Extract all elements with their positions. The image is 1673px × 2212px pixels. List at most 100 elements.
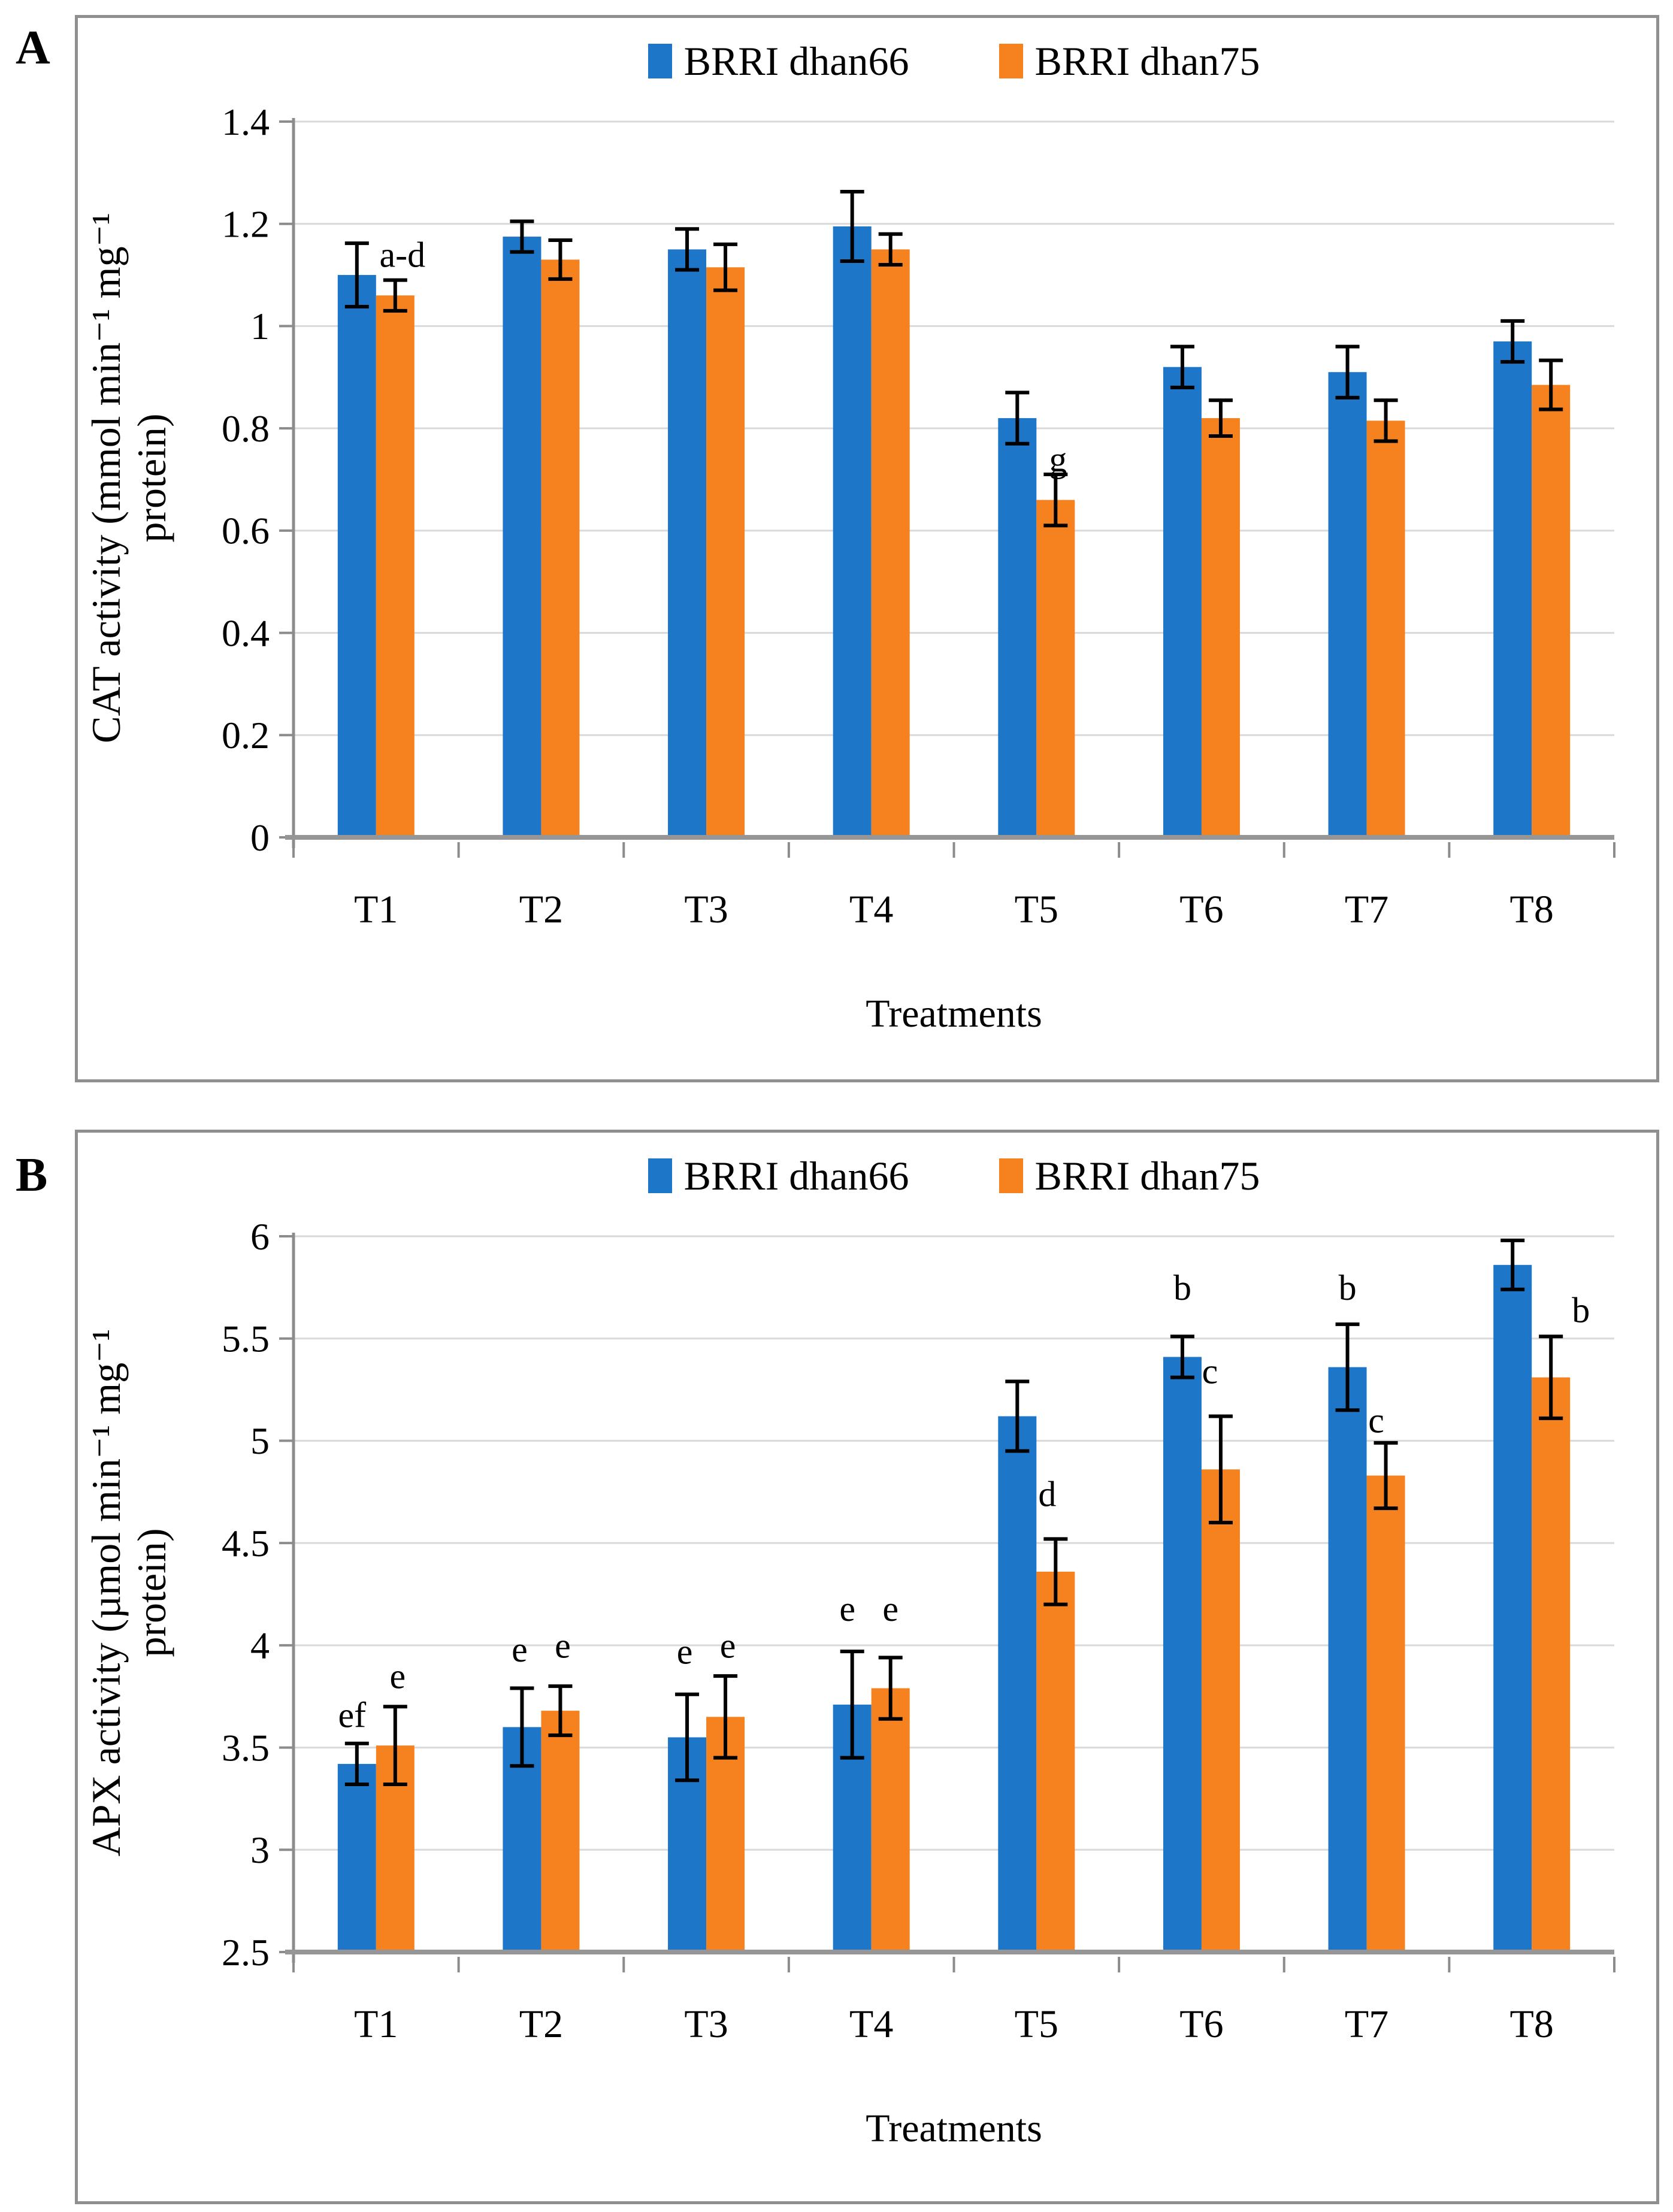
legend: BRRI dhan66 BRRI dhan75: [252, 1151, 1656, 1201]
sig-letter-e-T2: e: [555, 1626, 571, 1665]
sig-letter-ef-T1: ef: [338, 1695, 367, 1735]
bar-T3-BRRI dhan75: [706, 267, 745, 838]
chart-area-cat: CAT activity (mmol min⁻¹ mg⁻¹ protein) 0…: [78, 89, 1656, 1071]
sig-letter-e-T2: e: [512, 1630, 528, 1669]
panel-label-b: B: [16, 1149, 48, 1202]
legend-item-dhan75: BRRI dhan75: [999, 38, 1260, 85]
legend-label-dhan75: BRRI dhan75: [1034, 38, 1260, 84]
legend-label-dhan66: BRRI dhan66: [683, 1152, 909, 1199]
x-axis-title: Treatments: [866, 992, 1042, 1036]
y-tick-label: 0.6: [222, 510, 270, 552]
y-tick-label: 4.5: [222, 1522, 270, 1565]
bar-T8-BRRI dhan66: [1493, 1264, 1532, 1952]
y-axis-title-cat: CAT activity (mmol min⁻¹ mg⁻¹ protein): [78, 89, 180, 1047]
error-bars-BRRI dhan75: [383, 232, 1563, 528]
x-tick-label-T7: T7: [1345, 2002, 1388, 2046]
legend: BRRI dhan66 BRRI dhan75: [252, 36, 1656, 86]
y-tick-label: 2.5: [222, 1931, 270, 1974]
x-tick-label-T4: T4: [849, 888, 893, 931]
legend-swatch-dhan75: [999, 1158, 1023, 1193]
bar-T2-BRRI dhan75: [541, 259, 580, 837]
bar-T5-BRRI dhan66: [998, 418, 1037, 837]
y-tick-label: 3.5: [222, 1726, 270, 1769]
y-tick-label: 0.2: [222, 714, 270, 757]
sig-letter-b-T8: b: [1572, 1290, 1590, 1330]
bar-T5-BRRI dhan66: [998, 1416, 1037, 1952]
x-tick-labels: T1 T2 T3 T4 T5 T6 T7 T8: [354, 2002, 1554, 2046]
series-BRRI dhan75: [376, 1377, 1571, 1952]
bar-T5-BRRI dhan75: [1036, 500, 1075, 837]
y-tick-label: 6: [250, 1215, 270, 1258]
y-axis-title-line2: protein): [129, 413, 174, 543]
bar-T3-BRRI dhan66: [668, 249, 707, 838]
y-axis-title-line1: CAT activity (mmol min⁻¹ mg⁻¹: [83, 213, 129, 743]
sig-letter-b-T6: b: [1173, 1268, 1191, 1308]
sig-letter-a-d-T1: a-d: [380, 235, 426, 274]
y-tick-label: 0: [250, 816, 270, 859]
bar-T6-BRRI dhan66: [1163, 367, 1202, 837]
x-tick-label-T6: T6: [1179, 888, 1223, 931]
legend-swatch-dhan66: [648, 1158, 672, 1193]
bar-T2-BRRI dhan75: [541, 1711, 580, 1952]
y-tick-label: 5: [250, 1420, 270, 1462]
y-tick-label: 0.8: [222, 407, 270, 450]
sig-letter-e-T1: e: [389, 1656, 406, 1696]
legend-swatch-dhan75: [999, 44, 1023, 78]
bar-chart-cat-activity: 0 0.2 0.4 0.6 0.8 1 1.2 1.4 T1 T2 T3 T4 T5 T6 T7 T8 Trea…: [222, 101, 1615, 1036]
x-tick-label-T1: T1: [354, 2002, 398, 2046]
bar-T7-BRRI dhan75: [1366, 420, 1405, 837]
x-axis: [285, 835, 1615, 858]
gridlines: [294, 1235, 1614, 1851]
bar-T4-BRRI dhan66: [833, 226, 872, 837]
bar-T6-BRRI dhan75: [1201, 1469, 1240, 1952]
y-axis-title-line2: protein): [129, 1528, 174, 1657]
legend-swatch-dhan66: [648, 44, 672, 78]
x-tick-label-T6: T6: [1179, 2002, 1223, 2046]
x-tick-label-T8: T8: [1510, 888, 1554, 931]
legend-label-dhan75: BRRI dhan75: [1034, 1152, 1260, 1199]
x-tick-label-T5: T5: [1015, 888, 1058, 931]
bar-chart-apx-activity: 2.5 3 3.5 4 4.5 5 5.5 6 T1 T2 T3 T4 T5 T6 T7 T8 Treatmen…: [222, 1215, 1615, 2150]
y-tick-label: 1.4: [222, 101, 270, 143]
x-tick-labels: T1 T2 T3 T4 T5 T6 T7 T8: [354, 888, 1554, 931]
x-axis: [285, 1950, 1615, 1972]
y-tick-label: 0.4: [222, 612, 270, 654]
bar-T8-BRRI dhan66: [1493, 341, 1532, 837]
x-tick-label-T8: T8: [1510, 2002, 1554, 2046]
x-tick-label-T2: T2: [519, 888, 563, 931]
y-axis-title-apx: APX activity (µmol min⁻¹ mg⁻¹ protein): [78, 1203, 180, 2162]
sig-letter-e-T4: e: [839, 1589, 855, 1629]
significance-letters: a-d g: [380, 235, 1067, 479]
figure-panel-a: BRRI dhan66 BRRI dhan75 CAT activity (mm…: [75, 15, 1659, 1082]
y-tick-label: 4: [250, 1624, 270, 1667]
bar-T2-BRRI dhan66: [503, 237, 541, 837]
y-tick-label: 5.5: [222, 1317, 270, 1360]
sig-letter-c-T7: c: [1368, 1401, 1384, 1441]
bar-T7-BRRI dhan66: [1328, 1367, 1367, 1952]
bar-T6-BRRI dhan75: [1201, 418, 1240, 837]
sig-letter-b-T7: b: [1339, 1268, 1357, 1308]
x-tick-label-T1: T1: [354, 888, 398, 931]
bar-T1-BRRI dhan66: [337, 275, 376, 838]
error-bars-BRRI dhan66: [344, 1238, 1525, 1787]
sig-letter-e-T4: e: [882, 1589, 898, 1629]
legend-label-dhan66: BRRI dhan66: [683, 38, 909, 84]
series-BRRI dhan66: [337, 226, 1532, 838]
sig-letter-e-T3: e: [677, 1632, 693, 1672]
bar-T7-BRRI dhan66: [1328, 372, 1367, 837]
bar-T8-BRRI dhan75: [1532, 385, 1571, 837]
y-tick-label: 3: [250, 1829, 270, 1871]
x-tick-label-T5: T5: [1015, 2002, 1058, 2046]
x-tick-label-T3: T3: [684, 2002, 728, 2046]
series-BRRI dhan75: [376, 249, 1571, 838]
x-axis-title: Treatments: [866, 2107, 1042, 2150]
error-bars-BRRI dhan75: [383, 1335, 1563, 1787]
sig-letter-g-T5: g: [1049, 440, 1067, 479]
y-axis: 2.5 3 3.5 4 4.5 5 5.5 6: [222, 1215, 295, 1974]
figure-panel-b: BRRI dhan66 BRRI dhan75 APX activity (µm…: [75, 1130, 1659, 2204]
x-tick-label-T7: T7: [1345, 888, 1388, 931]
bar-T7-BRRI dhan75: [1366, 1475, 1405, 1952]
bar-T4-BRRI dhan75: [871, 1688, 910, 1952]
